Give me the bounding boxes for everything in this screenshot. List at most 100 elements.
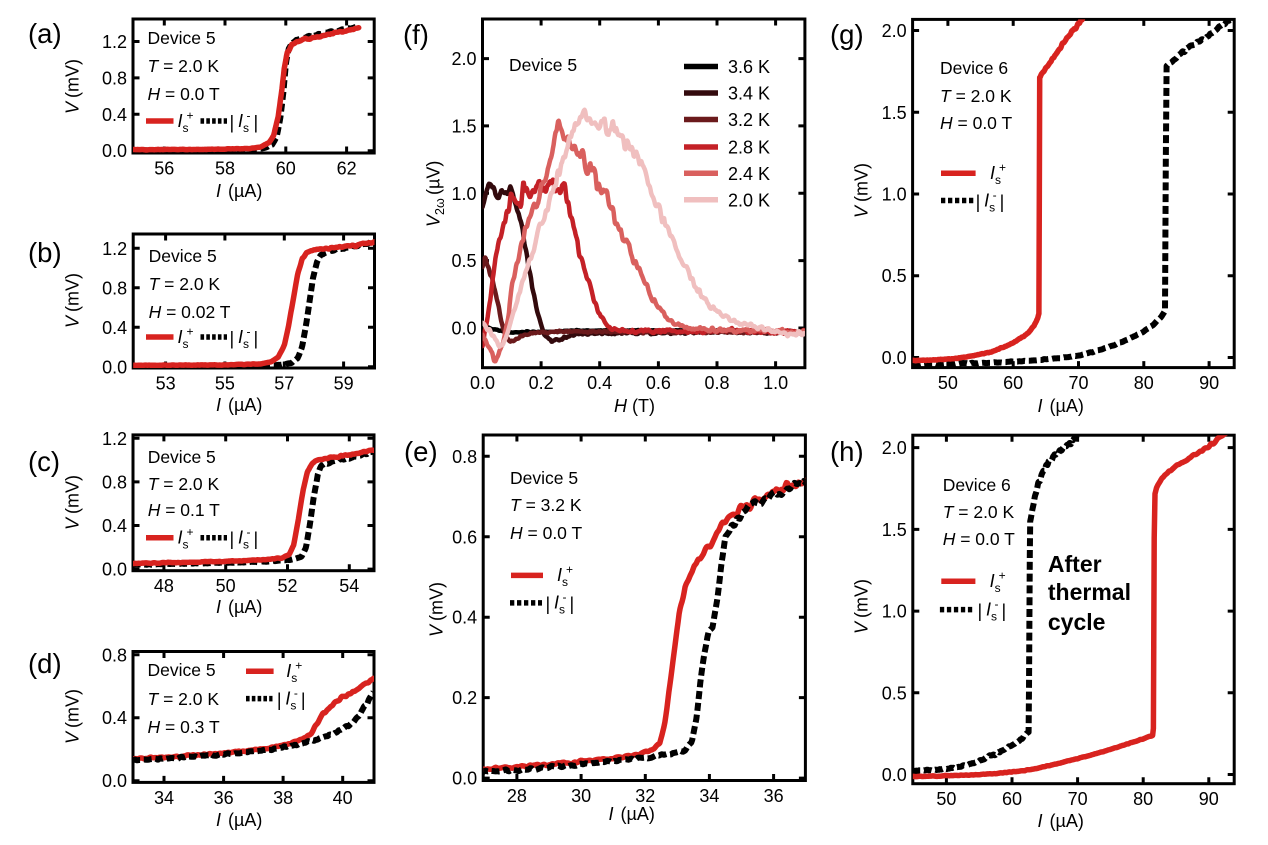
svg-text:|: | [254,329,259,349]
svg-text:|: | [230,329,235,349]
svg-text:thermal: thermal [1048,579,1131,605]
svg-text:(f): (f) [403,19,429,50]
svg-text:0.4: 0.4 [587,373,612,393]
svg-text:(mV): (mV) [63,59,83,98]
svg-text:2ω: 2ω [433,198,447,215]
svg-text:T = 2.0 K: T = 2.0 K [943,502,1015,522]
svg-text:0.0: 0.0 [470,373,495,393]
svg-text:36: 36 [764,786,784,806]
svg-text:-: - [247,525,251,539]
svg-text:Device 5: Device 5 [149,246,217,266]
svg-text:0.8: 0.8 [102,278,127,298]
svg-text:I: I [990,163,995,183]
svg-text:1.2: 1.2 [102,429,127,449]
svg-text:s: s [290,699,296,713]
svg-text:(c): (c) [28,446,60,477]
svg-text:After: After [1048,551,1102,577]
svg-text:0.0: 0.0 [102,771,127,791]
svg-text:1.5: 1.5 [882,103,907,123]
svg-text:1.2: 1.2 [102,32,127,52]
svg-text:0.4: 0.4 [102,105,127,125]
svg-text:0.0: 0.0 [882,765,907,785]
svg-text:s: s [243,337,249,351]
svg-text:32: 32 [635,786,655,806]
svg-text:0.4: 0.4 [102,708,127,728]
svg-text:H = 0.02 T: H = 0.02 T [149,302,231,322]
svg-text:52: 52 [277,576,297,596]
svg-text:0.4: 0.4 [452,608,477,628]
svg-text:H = 0.3 T: H = 0.3 T [148,717,220,737]
svg-text:|: | [570,594,575,614]
svg-text:I: I [178,111,183,131]
svg-text:60: 60 [1003,373,1023,393]
svg-text:0.2: 0.2 [452,688,477,708]
svg-text:59: 59 [334,374,354,394]
svg-text:(mV): (mV) [852,163,872,202]
svg-text:|: | [1000,192,1005,212]
svg-text:I: I [238,327,243,347]
svg-text:V: V [424,213,444,227]
svg-text:0.6: 0.6 [646,373,671,393]
svg-text:62: 62 [337,159,357,179]
svg-text:I: I [216,810,221,830]
svg-text:3.4 K: 3.4 K [728,84,770,104]
svg-text:36: 36 [214,788,234,808]
svg-text:I: I [1038,396,1043,416]
svg-text:(µA): (µA) [228,181,262,201]
svg-text:s: s [995,581,1001,595]
svg-text:0.8: 0.8 [704,373,729,393]
svg-text:I: I [238,111,243,131]
svg-text:I: I [285,689,290,709]
svg-text:0.0: 0.0 [452,769,477,789]
svg-text:s: s [991,610,997,624]
svg-text:H = 0.1 T: H = 0.1 T [148,500,220,520]
svg-text:34: 34 [699,786,719,806]
svg-text:(µA): (µA) [621,804,655,824]
svg-text:0.8: 0.8 [452,447,477,467]
svg-text:cycle: cycle [1048,609,1106,635]
svg-text:H: H [614,396,628,416]
svg-text:Device 5: Device 5 [148,660,216,680]
svg-text:34: 34 [154,788,174,808]
svg-text:0.0: 0.0 [451,319,476,339]
svg-text:0.0: 0.0 [882,348,907,368]
svg-text:V: V [63,516,83,530]
svg-text:0.5: 0.5 [882,266,907,286]
svg-text:1.2: 1.2 [102,239,127,259]
svg-text:s: s [243,538,249,552]
svg-text:|: | [546,594,551,614]
svg-text:90: 90 [1199,373,1219,393]
svg-text:Device 6: Device 6 [943,475,1011,495]
svg-text:|: | [254,113,259,133]
svg-text:I: I [178,528,183,548]
svg-text:T = 2.0 K: T = 2.0 K [148,474,220,494]
svg-text:+: + [187,325,194,339]
svg-text:54: 54 [339,576,359,596]
svg-text:s: s [243,121,249,135]
svg-text:I: I [216,597,221,617]
svg-text:V: V [427,623,447,637]
svg-text:60: 60 [276,159,296,179]
svg-text:s: s [562,575,568,589]
svg-text:I: I [1038,811,1043,831]
svg-text:I: I [238,528,243,548]
svg-text:0.4: 0.4 [102,318,127,338]
svg-text:0.8: 0.8 [102,645,127,665]
svg-text:(b): (b) [28,237,62,268]
svg-text:I: I [216,181,221,201]
svg-text:(mV): (mV) [63,475,83,514]
svg-text:Device 6: Device 6 [940,58,1008,78]
svg-text:80: 80 [1133,789,1153,809]
svg-text:(µA): (µA) [1050,396,1084,416]
svg-text:(h): (h) [830,436,864,467]
svg-text:|: | [254,529,259,549]
svg-text:(mV): (mV) [63,273,83,312]
svg-text:60: 60 [1002,789,1022,809]
svg-text:90: 90 [1199,789,1219,809]
svg-text:1.0: 1.0 [451,184,476,204]
svg-text:(µA): (µA) [228,395,262,415]
svg-text:(µV): (µV) [424,161,444,195]
svg-text:H = 0.0 T: H = 0.0 T [148,84,220,104]
svg-text:T = 2.0 K: T = 2.0 K [940,86,1012,106]
svg-text:s: s [989,201,995,215]
